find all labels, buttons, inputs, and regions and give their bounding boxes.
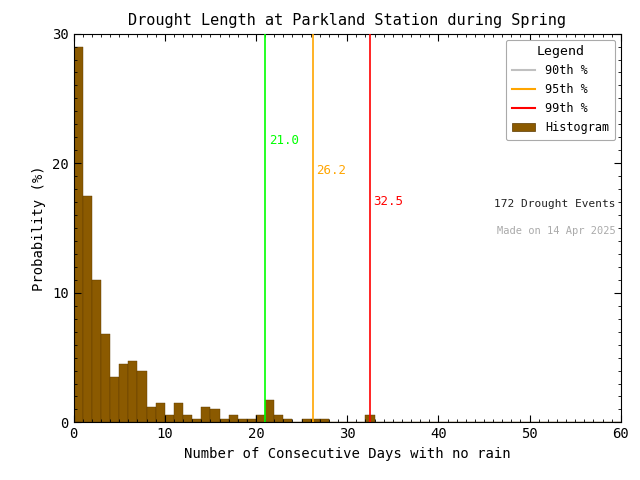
Text: 172 Drought Events: 172 Drought Events [494, 199, 615, 209]
Bar [92, 280, 101, 422]
Bar [320, 419, 329, 422]
Bar [284, 419, 292, 422]
Bar [147, 407, 156, 422]
Bar [119, 364, 128, 422]
Bar [165, 415, 174, 422]
Bar [256, 415, 265, 422]
Text: Made on 14 Apr 2025: Made on 14 Apr 2025 [497, 226, 615, 236]
Y-axis label: Probability (%): Probability (%) [33, 165, 47, 291]
Title: Drought Length at Parkland Station during Spring: Drought Length at Parkland Station durin… [128, 13, 566, 28]
Bar [83, 196, 92, 422]
Text: 21.0: 21.0 [269, 134, 299, 147]
Text: 26.2: 26.2 [316, 164, 346, 177]
Bar [228, 415, 238, 422]
Bar [74, 47, 83, 422]
X-axis label: Number of Consecutive Days with no rain: Number of Consecutive Days with no rain [184, 447, 511, 461]
Bar [110, 377, 119, 422]
Legend: 90th %, 95th %, 99th %, Histogram: 90th %, 95th %, 99th %, Histogram [506, 39, 615, 140]
Bar [138, 371, 147, 422]
Bar [238, 419, 247, 422]
Bar [201, 407, 211, 422]
Bar [101, 334, 110, 422]
Bar [275, 415, 284, 422]
Bar [247, 419, 256, 422]
Bar [265, 400, 275, 422]
Text: 32.5: 32.5 [374, 195, 404, 208]
Bar [301, 419, 311, 422]
Bar [156, 403, 165, 422]
Bar [128, 361, 138, 422]
Bar [183, 415, 192, 422]
Bar [311, 419, 320, 422]
Bar [365, 415, 374, 422]
Bar [220, 419, 228, 422]
Bar [211, 409, 220, 422]
Bar [192, 419, 201, 422]
Bar [174, 403, 183, 422]
